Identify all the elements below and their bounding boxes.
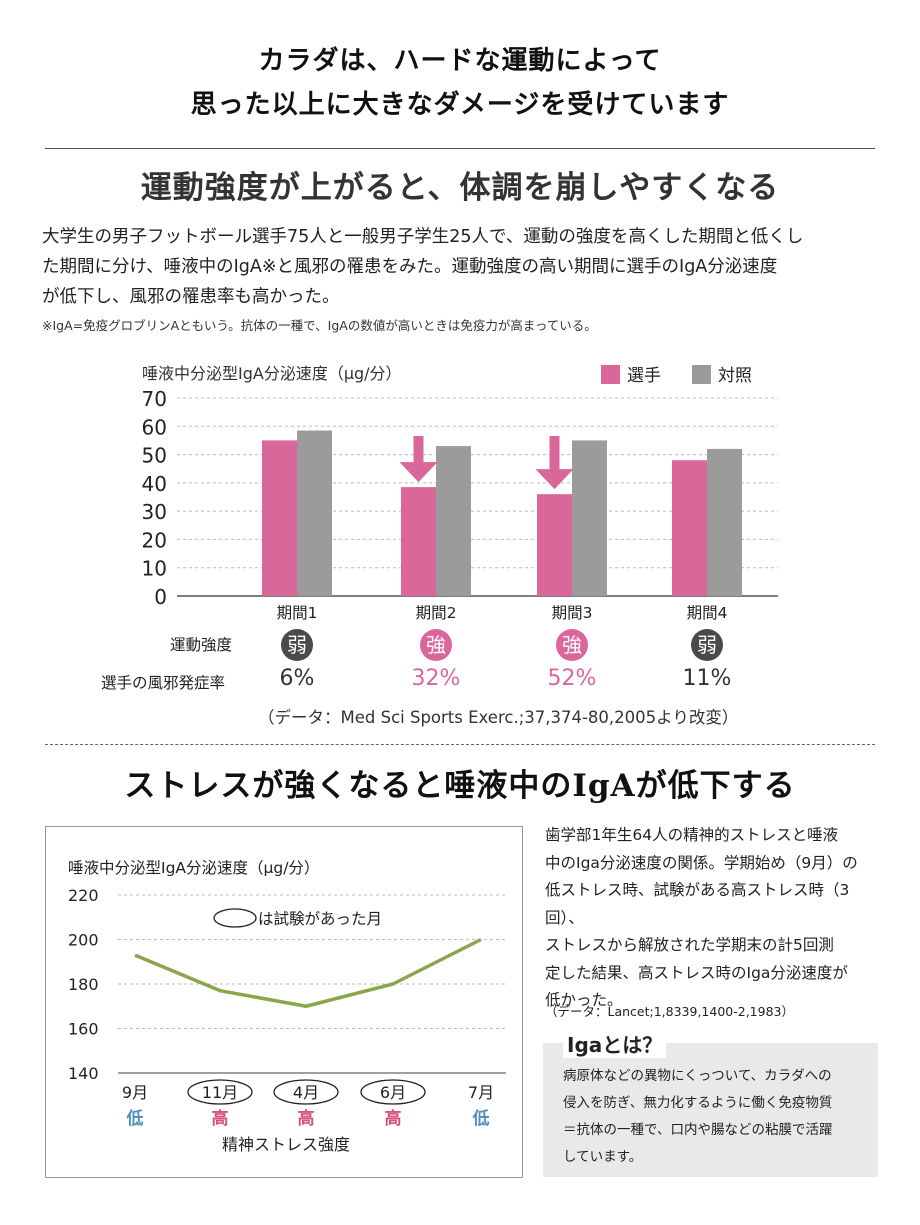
line-xtick-label: 6月 [380,1083,406,1102]
line-ytick-label: 200 [68,931,99,950]
section2-text-line: 定した結果、高ストレス時のIga分泌速度が [545,963,848,982]
bar-xtick-label: 期間4 [687,604,728,622]
bar-athlete [537,494,572,596]
iga-info-line: ＝抗体の一種で、口内や腸などの粘膜で活躍 [563,1122,833,1138]
line-ytick-label: 180 [68,975,99,994]
bar-athlete [672,460,707,596]
stress-level-label: 低 [472,1108,490,1129]
line-series [134,937,482,1008]
intensity-label: 運動強度 [170,636,233,654]
bar-control [436,446,471,596]
line-xtick-label: 11月 [202,1083,238,1102]
line-chart-xlabel: 精神ストレス強度 [222,1135,350,1154]
intensity-badge: 弱 [691,629,723,661]
bar-ytick-label: 60 [142,415,167,439]
legend-label-control: 対照 [718,366,752,386]
headline-line2: 思った以上に大きなダメージを受けています [190,90,730,120]
bar-athlete [401,487,436,596]
bar-ytick-label: 30 [142,500,167,524]
exam-legend-ellipse [213,908,257,928]
bar-control [572,440,607,596]
bar-ytick-label: 40 [142,472,167,496]
intensity-badge: 弱 [281,629,313,661]
iga-info-body: 病原体などの異物にくっついて、カラダへの 侵入を防ぎ、無力化するように働く免疫物… [563,1063,868,1171]
bar-ytick-label: 0 [154,585,167,609]
section1-text-line: た期間に分け、唾液中のIgA※と風邪の罹患をみた。運動強度の高い期間に選手のIg… [42,257,778,277]
iga-info-line: 病原体などの異物にくっついて、カラダへの [563,1068,832,1084]
line-ytick-label: 140 [68,1064,99,1083]
cold-rate-value: 52% [547,666,597,691]
cold-rate-value: 32% [411,666,461,691]
bar-chart-ylabel: 唾液中分泌型IgA分泌速度（μg/分） [142,364,402,383]
section2-text-line: 歯学部1年生64人の精神的ストレスと唾液 [545,826,839,844]
exam-legend: は試験があった月 [213,908,382,928]
section2-title-iga: IgA [572,768,636,804]
line-xtick-label: 9月 [122,1083,148,1102]
bar-xtick-label: 期間2 [416,604,457,622]
down-arrow-icon [399,436,438,483]
iga-info-line: 侵入を防ぎ、無力化するように働く免疫物質 [563,1095,833,1111]
section2-text-line: 低ストレス時、試験がある高ストレス時（3回）、 [545,881,850,927]
line-xtick-label: 4月 [293,1083,319,1102]
line-ytick-label: 220 [68,886,99,905]
exam-month-ellipse [187,1079,253,1105]
down-arrow-icon [535,436,574,490]
section2-text-line: 中のIga分泌速度の関係。学期始め（9月）の [545,853,858,872]
bar-chart-legend: 選手 対照 [601,365,752,386]
section1-text-line: が低下し、風邪の罹患率も高かった。 [42,287,340,307]
section1-title: 運動強度が上がると、体調を崩しやすくなる [140,170,780,206]
iga-info-title: Igaとは？ [563,1029,667,1058]
stress-level-label: 高 [385,1108,402,1129]
cold-rate-label: 選手の風邪発症率 [101,674,226,692]
section2-source: （データ：Lancet;1,8339,1400-2,1983） [545,1004,794,1019]
headline-line1: カラダは、ハードな運動によって [258,46,662,76]
exam-month-ellipse [360,1079,426,1105]
bar-ytick-label: 10 [142,557,167,581]
iga-info-box [543,1043,878,1177]
exam-legend-note: は試験があった月 [258,910,382,928]
section1-note: ※IgA=免疫グロブリンAともいう。抗体の一種で、IgAの数値が高いときは免疫力… [42,318,597,333]
bar-ytick-label: 70 [142,387,167,411]
section2-text-line: ストレスから解放された学期末の計5回測 [545,936,834,954]
section1-text: 大学生の男子フットボール選手75人と一般男子学生25人で、運動の強度を高くした期… [42,222,892,312]
stress-level-label: 高 [212,1108,229,1129]
bar-athlete [262,440,297,596]
section2-title-part1: ストレスが強くなると唾液中の [124,768,573,804]
legend-swatch-control [692,365,711,384]
section1-text-line: 大学生の男子フットボール選手75人と一般男子学生25人で、運動の強度を高くした期… [42,227,804,247]
line-chart: 唾液中分泌型IgA分泌速度（μg/分） 140 160 180 200 220 は試験が… [68,859,506,1154]
legend-label-athlete: 選手 [627,366,661,386]
stress-level-label: 低 [126,1108,144,1129]
stress-level-label: 高 [298,1108,315,1129]
bar-ytick-label: 50 [142,444,167,468]
bar-ytick-label: 20 [142,528,167,552]
header-divider [45,148,875,149]
cold-rate-value: 6% [279,666,315,691]
bar-chart: 唾液中分泌型IgA分泌速度（μg/分） 選手 対照 0 10 20 30 40 50 60 7… [142,364,778,622]
intensity-badge: 強 [420,629,452,661]
bar-xtick-label: 期間3 [552,604,593,622]
intensity-badge: 強 [556,629,588,661]
section2-text: 歯学部1年生64人の精神的ストレスと唾液 中のIga分泌速度の関係。学期始め（9… [545,822,885,1015]
section-divider [45,744,875,745]
line-ytick-label: 160 [68,1020,99,1039]
bar-control [707,448,742,596]
line-chart-frame [45,826,523,1178]
line-xtick-label: 7月 [468,1083,494,1102]
cold-rate-value: 11% [682,666,732,691]
legend-swatch-athlete [601,365,620,384]
bar-xtick-label: 期間1 [277,604,318,622]
line-chart-ylabel: 唾液中分泌型IgA分泌速度（μg/分） [68,859,319,877]
section2-title-part2: が低下する [635,768,796,804]
iga-info-line: しています。 [563,1149,643,1165]
bar-control [297,430,332,596]
exam-month-ellipse [273,1079,339,1105]
section2-text-line: 低かった。 [545,991,623,1009]
section1-source: （データ：Med Sci Sports Exerc.;37,374-80,200… [258,708,739,727]
section2-title: ストレスが強くなると唾液中のIgAが低下する [0,760,920,805]
